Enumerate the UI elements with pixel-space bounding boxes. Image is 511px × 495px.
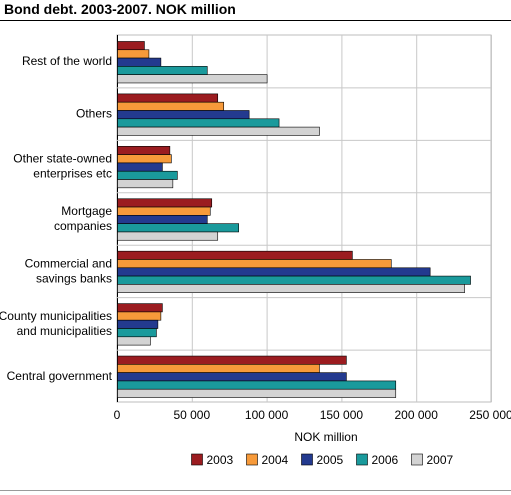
chart-title: Bond debt. 2003-2007. NOK million xyxy=(4,1,236,17)
bar-2007 xyxy=(117,74,268,84)
bar-2006 xyxy=(117,275,471,285)
x-tick-label: 150 000 xyxy=(320,408,364,422)
x-tick-labels: 0 50 000 100 000 150 000 200 000 250 000 xyxy=(114,408,511,422)
bar-2005 xyxy=(117,57,162,67)
x-tick-label: 100 000 xyxy=(245,408,289,422)
bar-2003 xyxy=(117,198,213,208)
category-label: Rest of the world xyxy=(22,54,112,68)
x-tick-label: 0 xyxy=(114,408,121,422)
legend: 2003 2004 2005 2006 2007 xyxy=(191,453,454,467)
bar-2003 xyxy=(117,355,347,365)
bar-2007 xyxy=(117,388,397,398)
x-tick-label: 200 000 xyxy=(395,408,439,422)
bar-2006 xyxy=(117,380,397,390)
category-label: Mortgage companies xyxy=(54,204,112,233)
bar-2006 xyxy=(117,223,239,233)
category-label: Commercial and savings banks xyxy=(25,256,112,285)
bar-2004 xyxy=(117,311,162,321)
bar-2004 xyxy=(117,206,211,216)
bar-2003 xyxy=(117,146,171,155)
category-label: County municipalities and municipalities xyxy=(0,309,112,338)
bar-2003 xyxy=(117,303,163,313)
bar-2004 xyxy=(117,49,150,59)
bars xyxy=(117,41,471,398)
bottom-divider xyxy=(0,490,511,491)
bar-2005 xyxy=(117,267,431,277)
bar-2005 xyxy=(117,215,208,224)
legend-label-2004: 2004 xyxy=(262,453,289,467)
bar-2007 xyxy=(117,179,174,189)
bar-2003 xyxy=(117,250,353,260)
bar-2004 xyxy=(117,259,392,269)
bar-2003 xyxy=(117,93,219,103)
legend-swatch-2005 xyxy=(301,453,313,466)
legend-swatch-2006 xyxy=(356,453,368,466)
grid-lines xyxy=(116,34,492,403)
bar-2003 xyxy=(117,41,145,51)
category-label: Other state-owned enterprises etc xyxy=(13,152,112,181)
bar-2004 xyxy=(117,154,172,164)
x-tick-label: 50 000 xyxy=(173,408,210,422)
bar-2005 xyxy=(117,110,250,120)
x-axis-label: NOK million xyxy=(294,430,357,444)
bar-2007 xyxy=(117,284,465,293)
legend-swatch-2007 xyxy=(411,453,423,466)
legend-label-2005: 2005 xyxy=(317,453,344,467)
bar-2006 xyxy=(117,66,208,75)
legend-label-2003: 2003 xyxy=(207,453,234,467)
x-tick-label: 250 000 xyxy=(469,408,511,422)
bar-2006 xyxy=(117,170,178,180)
bar-2007 xyxy=(117,231,219,241)
bar-2004 xyxy=(117,364,320,373)
legend-swatch-2003 xyxy=(191,453,203,466)
bar-2005 xyxy=(117,162,163,172)
bar-2005 xyxy=(117,319,159,329)
bar-2005 xyxy=(117,372,347,382)
bar-2004 xyxy=(117,101,225,111)
legend-label-2006: 2006 xyxy=(372,453,399,467)
category-labels: Rest of the world Others Other state-owned… xyxy=(0,54,113,383)
bar-2006 xyxy=(117,118,280,128)
title-divider xyxy=(0,20,511,21)
bar-2007 xyxy=(117,126,320,136)
bar-2006 xyxy=(117,328,157,338)
legend-swatch-2004 xyxy=(246,453,258,466)
category-label: Central government xyxy=(7,369,113,383)
category-label: Others xyxy=(76,107,112,121)
legend-label-2007: 2007 xyxy=(427,453,454,467)
bar-2007 xyxy=(117,336,151,346)
